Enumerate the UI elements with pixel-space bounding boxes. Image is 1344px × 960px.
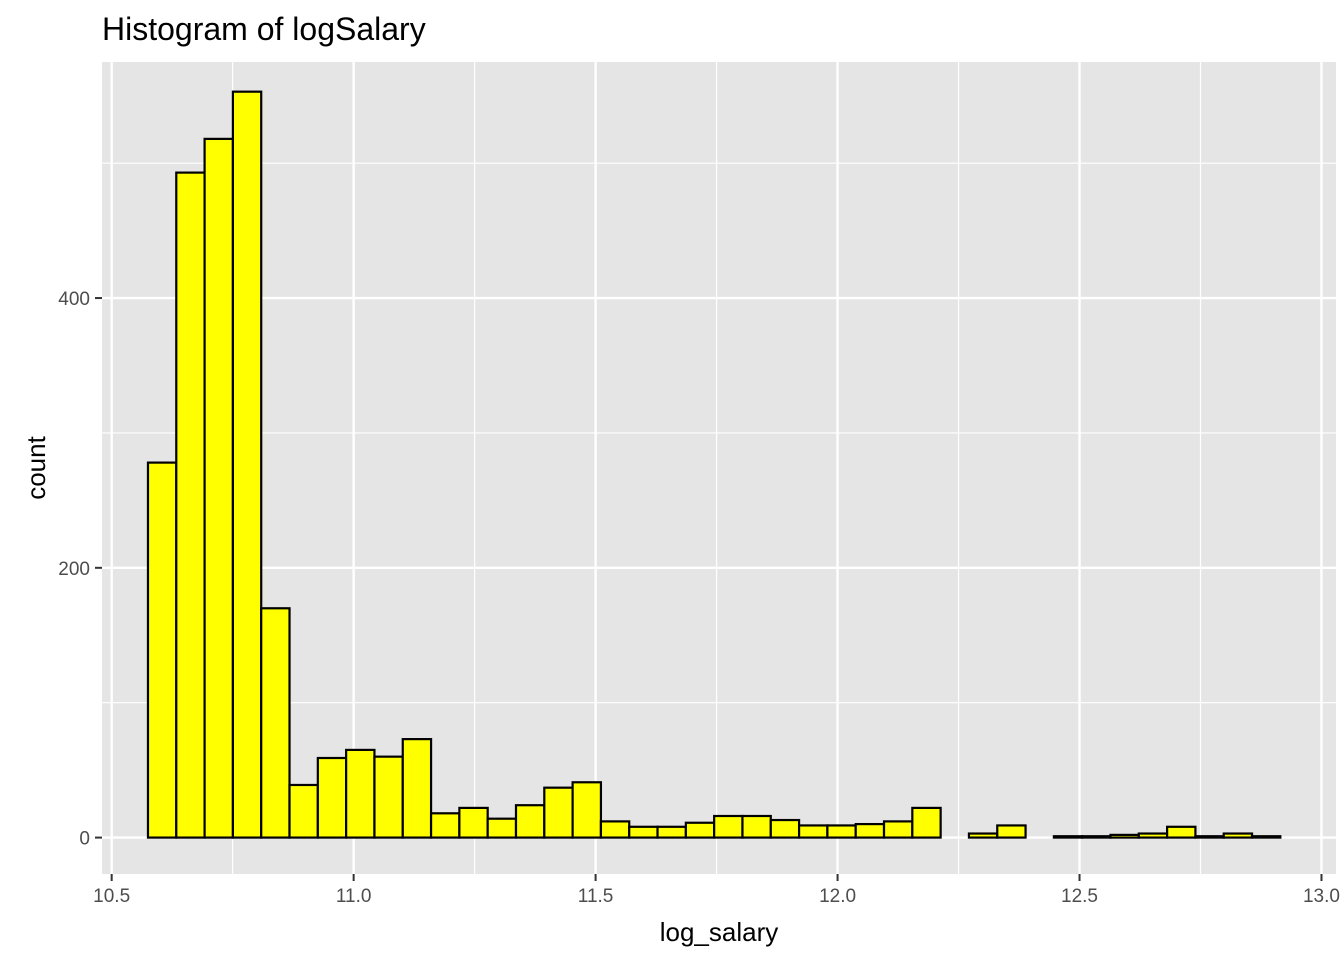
y-axis-title: count [21,435,51,499]
x-tick-label: 11.5 [578,886,614,907]
histogram-bar [797,824,829,839]
histogram-bar [628,825,659,839]
histogram-bar [486,817,518,839]
x-tick-label: 13.0 [1303,886,1340,907]
histogram-bar [1081,835,1112,839]
histogram-bar [1194,835,1225,839]
y-tick-label: 0 [79,829,90,850]
histogram-bar [316,756,348,839]
histogram-bar [911,806,942,839]
histogram-bar [373,755,404,839]
histogram-bar [203,137,235,839]
histogram-bar [599,820,631,839]
histogram-bar [741,814,772,839]
x-tick-label: 10.5 [93,886,130,907]
histogram-bar [543,786,574,839]
histogram-bar [967,832,999,839]
histogram-bar [1222,832,1254,839]
histogram-bar [571,781,603,839]
histogram-bars [146,90,1282,839]
histogram-bar [996,824,1027,839]
histogram-bar [656,825,687,839]
y-axis: 0 200 400 [58,289,102,850]
histogram-bar [175,171,206,839]
histogram-bar [854,822,886,839]
histogram-bar [684,821,716,839]
histogram-bar [713,814,744,839]
x-tick-label: 12.0 [819,886,856,907]
histogram-bar [345,748,376,839]
histogram-bar [826,824,857,839]
histogram-bar [401,738,433,839]
histogram-bar [1166,825,1197,839]
chart-title: Histogram of logSalary [102,11,426,47]
y-tick-label: 200 [58,559,90,580]
histogram-bar [514,804,546,839]
x-axis-title: log_salary [660,917,779,947]
histogram-bar [429,812,461,839]
histogram-bar [260,607,291,839]
y-tick-label: 400 [58,289,90,310]
histogram-bar [882,820,914,839]
x-axis: 10.5 11.0 11.5 12.0 12.5 13.0 [93,874,1340,907]
histogram-bar [769,818,801,839]
histogram-bar [1109,833,1140,839]
histogram-bar [1250,835,1282,839]
histogram-bar [1137,832,1169,839]
plot-panel [102,62,1336,874]
histogram-bar [231,90,263,839]
histogram-bar [146,461,178,839]
x-tick-label: 12.5 [1061,886,1098,907]
histogram-bar [288,783,319,839]
histogram-bar [1052,835,1084,839]
x-tick-label: 11.0 [336,886,372,907]
histogram-bar [458,806,489,839]
